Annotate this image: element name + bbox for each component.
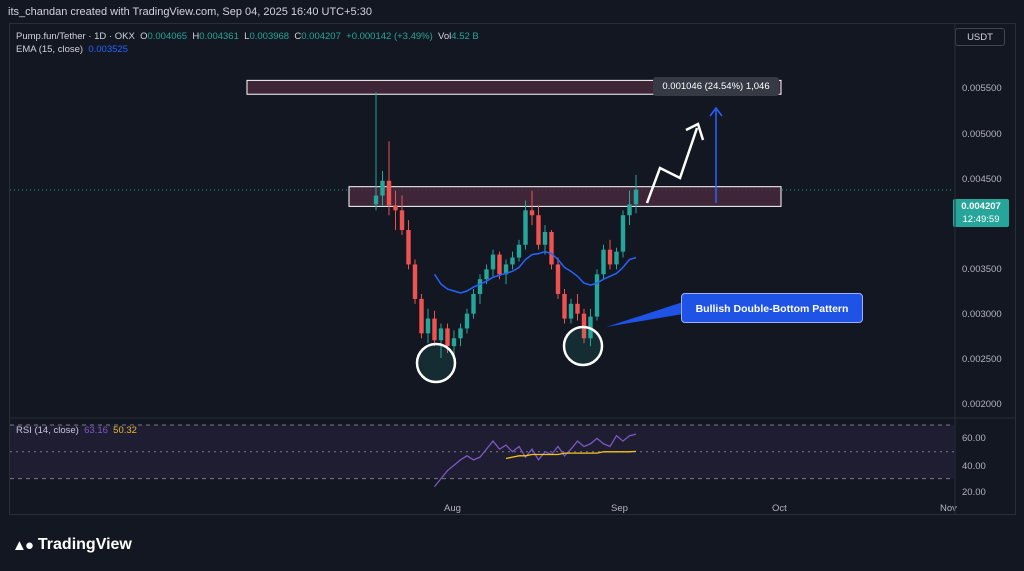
high-value: 0.004361 (199, 31, 239, 42)
close-value: 0.004207 (301, 31, 341, 42)
tradingview-logo[interactable]: ▲● TradingView (12, 536, 132, 554)
high-label: H (192, 31, 200, 42)
ema-legend: EMA (15, close) 0.003525 (16, 44, 128, 55)
measure-tooltip: 0.001046 (24.54%) 1,046 (653, 77, 779, 96)
y-tick: 0.005500 (962, 83, 1002, 94)
logo-text: TradingView (37, 536, 132, 553)
close-label: C (294, 31, 302, 42)
rsi-ma-value: 50.32 (113, 425, 137, 436)
rsi-tick: 40.00 (962, 461, 986, 472)
low-value: 0.003968 (249, 31, 290, 42)
volume-label: Vol (438, 31, 452, 42)
symbol-legend: Pump.fun/Tether · 1D · OKX O0.004065 H0.… (16, 31, 479, 42)
rsi-label[interactable]: RSI (14, close) (16, 425, 79, 436)
ema-value: 0.003525 (88, 44, 128, 55)
chart-header: its_chandan created with TradingView.com… (8, 6, 372, 18)
x-tick: Nov (940, 503, 957, 514)
y-tick: 0.005000 (962, 129, 1002, 140)
ema-label[interactable]: EMA (15, close) (16, 44, 84, 55)
chart-panel[interactable] (9, 23, 1016, 515)
y-tick: 0.003000 (962, 309, 1002, 320)
open-label: O (140, 31, 148, 42)
rsi-tick: 60.00 (962, 433, 986, 444)
x-tick: Aug (444, 503, 461, 514)
rsi-value: 63.16 (84, 425, 108, 436)
rsi-tick: 20.00 (962, 487, 986, 498)
symbol-name[interactable]: Pump.fun/Tether · 1D · OKX (16, 31, 135, 42)
x-tick: Sep (611, 503, 628, 514)
y-tick: 0.004500 (962, 174, 1002, 185)
y-tick: 0.002500 (962, 354, 1002, 365)
volume-value: 4.52 B (451, 31, 479, 42)
tradingview-logo-icon: ▲● (12, 536, 34, 554)
rsi-legend: RSI (14, close) 63.16 50.32 (16, 425, 137, 436)
y-tick: 0.003500 (962, 264, 1002, 275)
last-price-value: 0.004207 (961, 201, 1001, 212)
currency-button[interactable]: USDT (955, 28, 1005, 46)
y-tick: 0.002000 (962, 399, 1002, 410)
last-price-label: 0.004207 12:49:59 (953, 199, 1009, 227)
change-value: +0.000142 (+3.49%) (346, 31, 433, 42)
x-tick: Oct (772, 503, 787, 514)
open-value: 0.004065 (147, 31, 188, 42)
bar-countdown: 12:49:59 (962, 214, 1000, 225)
pattern-callout[interactable]: Bullish Double-Bottom Pattern (681, 293, 863, 323)
low-label: L (244, 31, 250, 42)
